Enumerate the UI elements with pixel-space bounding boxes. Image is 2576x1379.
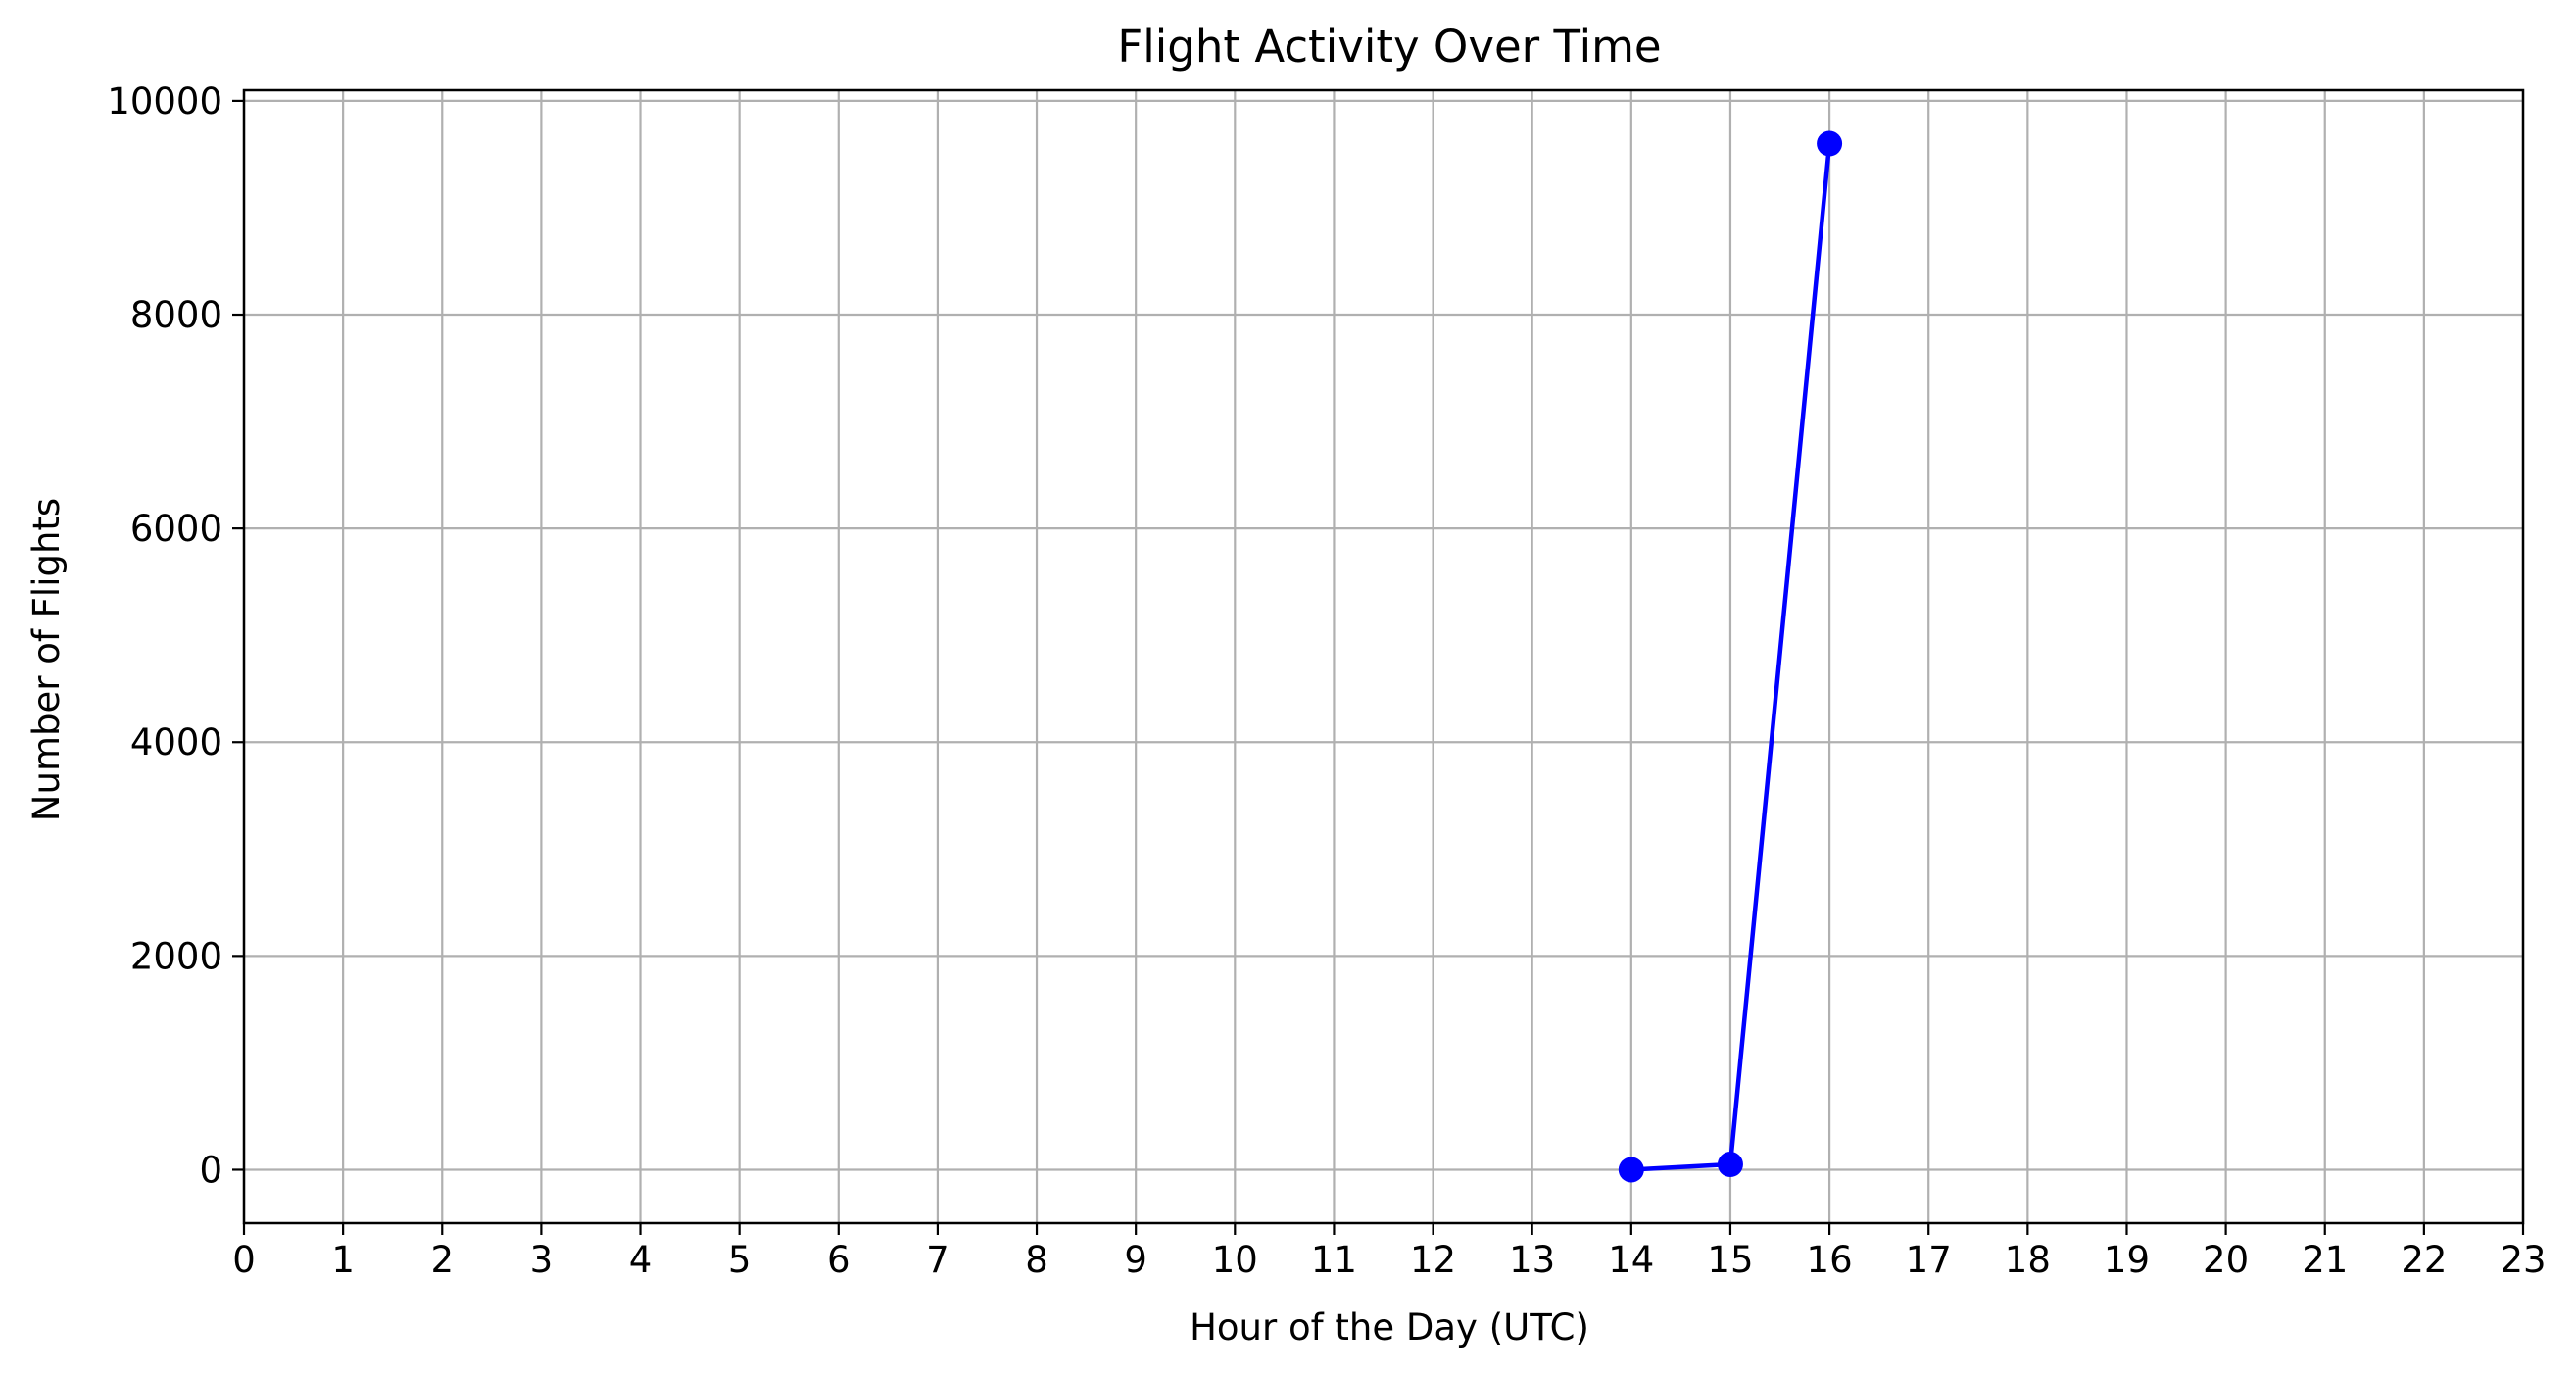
x-axis-label: Hour of the Day (UTC) — [1190, 1306, 1589, 1349]
x-tick-label: 11 — [1311, 1239, 1357, 1281]
x-tick-label: 9 — [1124, 1239, 1147, 1281]
x-tick-label: 12 — [1410, 1239, 1456, 1281]
data-point-marker — [1817, 130, 1843, 157]
x-tick-label: 7 — [926, 1239, 949, 1281]
y-axis-ticks: 0 2000 4000 6000 8000 10000 — [107, 80, 244, 1191]
x-tick-label: 21 — [2302, 1239, 2348, 1281]
x-tick-label: 18 — [2005, 1239, 2051, 1281]
y-axis-label: Number of Flights — [25, 498, 68, 821]
x-tick-label: 3 — [530, 1239, 554, 1281]
x-tick-label: 20 — [2203, 1239, 2249, 1281]
x-tick-label: 19 — [2104, 1239, 2150, 1281]
x-tick-label: 4 — [629, 1239, 653, 1281]
chart-title: Flight Activity Over Time — [1117, 21, 1661, 73]
data-point-marker — [1618, 1157, 1644, 1183]
y-tick-label: 8000 — [130, 294, 222, 336]
x-tick-label: 5 — [728, 1239, 752, 1281]
plot-frame — [242, 88, 2525, 1225]
x-tick-label: 23 — [2500, 1239, 2546, 1281]
x-tick-label: 13 — [1509, 1239, 1555, 1281]
x-tick-label: 8 — [1025, 1239, 1048, 1281]
x-tick-label: 10 — [1212, 1239, 1258, 1281]
x-tick-label: 2 — [430, 1239, 454, 1281]
x-tick-label: 1 — [331, 1239, 355, 1281]
y-tick-label: 0 — [199, 1149, 222, 1191]
series-layer — [1618, 130, 1843, 1183]
y-tick-label: 10000 — [107, 80, 222, 123]
grid-lines — [242, 90, 2525, 1223]
x-axis-ticks: 0 1 2 3 4 5 6 7 8 9 10 11 12 13 14 15 16 17 18 19 20 21 22 23 — [232, 1223, 2547, 1281]
y-tick-label: 4000 — [130, 721, 222, 763]
x-tick-label: 14 — [1608, 1239, 1654, 1281]
x-tick-label: 6 — [827, 1239, 851, 1281]
x-tick-label: 17 — [1906, 1239, 1952, 1281]
y-tick-label: 6000 — [130, 508, 222, 550]
x-tick-label: 0 — [232, 1239, 256, 1281]
x-tick-label: 15 — [1707, 1239, 1753, 1281]
data-point-marker — [1717, 1152, 1743, 1178]
x-tick-label: 22 — [2401, 1239, 2447, 1281]
y-tick-label: 2000 — [130, 935, 222, 977]
x-tick-label: 16 — [1807, 1239, 1853, 1281]
